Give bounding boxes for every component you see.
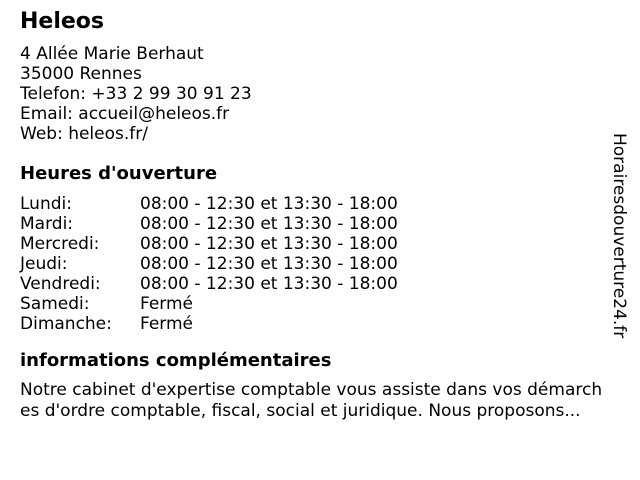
day-hours: 08:00 - 12:30 et 13:30 - 18:00 (140, 194, 398, 214)
hours-row-friday: Vendredi: 08:00 - 12:30 et 13:30 - 18:00 (20, 274, 607, 294)
day-label: Vendredi: (20, 274, 101, 294)
opening-hours-table: Lundi: 08:00 - 12:30 et 13:30 - 18:00 Ma… (20, 194, 607, 334)
day-hours: Fermé (140, 314, 194, 334)
day-label: Samedi: (20, 294, 90, 314)
hours-row-sunday: Dimanche: Fermé (20, 314, 607, 334)
day-label: Mardi: (20, 214, 74, 234)
hours-row-wednesday: Mercredi: 08:00 - 12:30 et 13:30 - 18:00 (20, 234, 607, 254)
web-line: Web: heleos.fr/ (20, 124, 148, 144)
opening-hours-heading: Heures d'ouverture (20, 163, 218, 184)
day-hours: 08:00 - 12:30 et 13:30 - 18:00 (140, 214, 398, 234)
address-line-1: 4 Allée Marie Berhaut (20, 44, 204, 64)
additional-info-text: Notre cabinet d'expertise comptable vous… (20, 380, 603, 421)
phone-line: Telefon: +33 2 99 30 91 23 (20, 84, 252, 104)
page-title: Heleos (20, 9, 105, 34)
day-hours: 08:00 - 12:30 et 13:30 - 18:00 (140, 274, 398, 294)
email-line: Email: accueil@heleos.fr (20, 104, 230, 124)
additional-info-heading: informations complémentaires (20, 350, 332, 371)
day-label: Lundi: (20, 194, 72, 214)
day-hours: 08:00 - 12:30 et 13:30 - 18:00 (140, 234, 398, 254)
day-label: Dimanche: (20, 314, 112, 334)
address-line-2: 35000 Rennes (20, 64, 142, 84)
day-label: Mercredi: (20, 234, 100, 254)
hours-row-tuesday: Mardi: 08:00 - 12:30 et 13:30 - 18:00 (20, 214, 607, 234)
day-hours: Fermé (140, 294, 194, 314)
main-content: Heleos 4 Allée Marie Berhaut 35000 Renne… (20, 0, 607, 439)
day-hours: 08:00 - 12:30 et 13:30 - 18:00 (140, 254, 398, 274)
contact-block: 4 Allée Marie Berhaut 35000 Rennes Telef… (20, 44, 607, 144)
hours-row-monday: Lundi: 08:00 - 12:30 et 13:30 - 18:00 (20, 194, 607, 214)
site-watermark: Horairesdouverture24.fr (609, 133, 629, 339)
hours-row-thursday: Jeudi: 08:00 - 12:30 et 13:30 - 18:00 (20, 254, 607, 274)
day-label: Jeudi: (20, 254, 68, 274)
hours-row-saturday: Samedi: Fermé (20, 294, 607, 314)
